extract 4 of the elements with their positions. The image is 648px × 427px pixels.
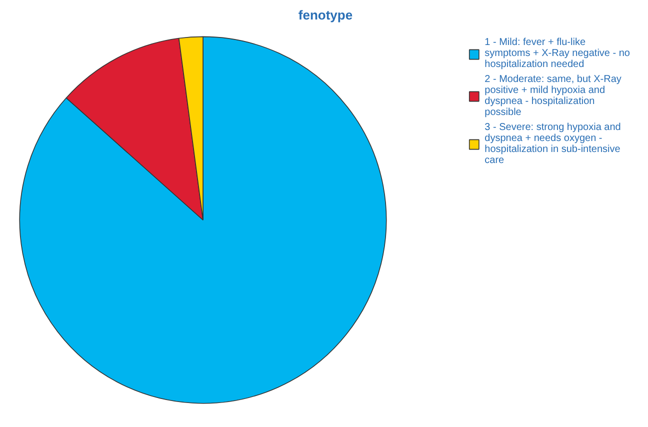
chart-title: fenotype (298, 8, 353, 22)
legend-label: 2 - Moderate: same, but X-Ray positive + mild hypoxia and dyspnea - hospitalization possible (484, 74, 622, 118)
legend-label: 3 - Severe: strong hypoxia and dyspnea + needs oxygen - hospitalization in sub-intensive care (484, 122, 621, 166)
legend-label: 1 - Mild: fever + flu-like symptoms + X-Ray negative - no hospitalization needed (484, 37, 630, 70)
